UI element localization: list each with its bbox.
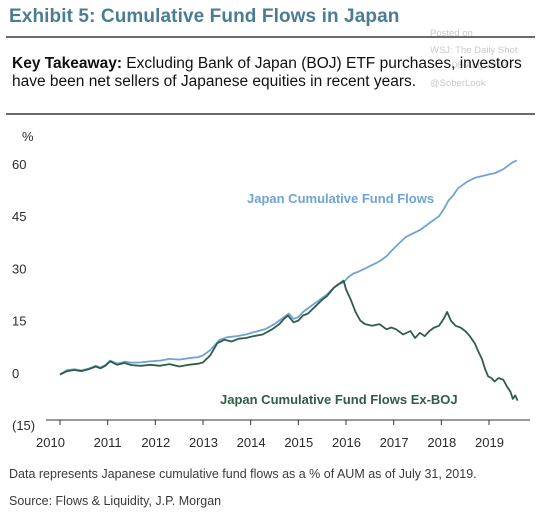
watermark-line-3: 08-Aug-2019 — [452, 60, 507, 71]
chart-title: Exhibit 5: Cumulative Fund Flows in Japa… — [9, 6, 400, 27]
series-lines — [59, 159, 519, 401]
y-tick-label: 0 — [12, 366, 19, 381]
x-tick-label: 2014 — [237, 435, 266, 450]
series-line-total — [59, 159, 518, 376]
y-axis-ticks: 60 45 30 15 0 (15) — [12, 157, 35, 433]
watermark-line-4: @SoberLook — [430, 78, 486, 89]
key-takeaway-label: Key Takeaway: — [12, 55, 122, 72]
y-axis-unit-label: % — [22, 129, 34, 144]
data-note: Data represents Japanese cumulative fund… — [9, 467, 477, 481]
series-line-ex-boj — [59, 279, 519, 401]
y-tick-label: 30 — [12, 261, 26, 276]
x-tick-label: 2015 — [284, 435, 313, 450]
takeaway-divider — [6, 113, 535, 115]
y-tick-label: 15 — [12, 314, 26, 329]
x-tick-label: 2012 — [141, 435, 170, 450]
key-takeaway: Key Takeaway: Excluding Bank of Japan (B… — [12, 55, 537, 91]
source-note: Source: Flows & Liquidity, J.P. Morgan — [9, 494, 222, 508]
x-tick-label: 2013 — [189, 435, 218, 450]
x-tick-label: 2019 — [475, 435, 504, 450]
x-tick-label: 2016 — [332, 435, 361, 450]
fund-flows-line-chart: % 60 45 30 15 0 (15) 2010 2011 2012 2013 2014 2015… — [12, 129, 530, 450]
y-tick-label: 45 — [12, 209, 26, 224]
x-tick-label: 2017 — [380, 435, 409, 450]
x-tick-label: 2011 — [94, 435, 122, 450]
x-tick-label: 2018 — [427, 435, 456, 450]
x-tick-label: 2010 — [36, 435, 65, 450]
y-tick-label: 60 — [12, 157, 26, 172]
y-tick-label: (15) — [12, 418, 35, 433]
title-divider — [6, 36, 535, 38]
series-label-total: Japan Cumulative Fund Flows — [247, 191, 434, 206]
watermark-line-2: WSJ: The Daily Shot — [430, 45, 518, 56]
watermark-line-1: Posted on — [430, 28, 473, 39]
series-label-ex-boj: Japan Cumulative Fund Flows Ex-BOJ — [220, 392, 458, 407]
key-takeaway-text: Excluding Bank of Japan (BOJ) ETF purcha… — [12, 55, 522, 90]
x-axis-ticks: 2010 2011 2012 2013 2014 2015 2016 2017 2018 2019 — [36, 420, 504, 450]
